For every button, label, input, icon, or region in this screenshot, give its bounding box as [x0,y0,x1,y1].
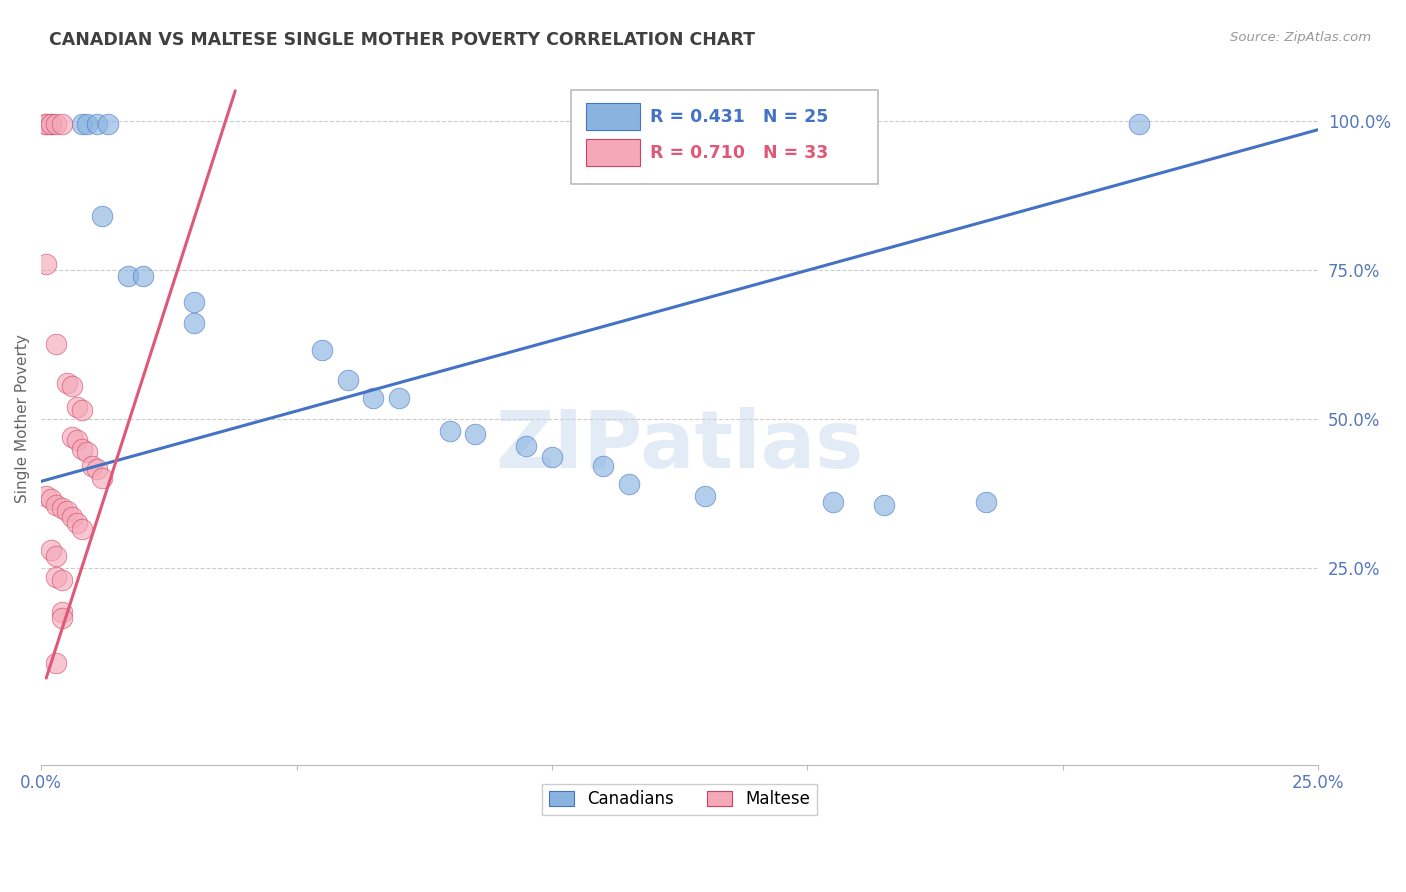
Point [45,337,67,351]
Point [45,570,67,584]
Point [41,117,63,131]
Point [91,471,114,485]
Point [117,268,139,283]
Text: R = 0.710   N = 33: R = 0.710 N = 33 [651,144,828,161]
Point [873,498,896,512]
Point [70,442,93,456]
Point [35,117,58,131]
Point [388,391,411,405]
Point [51,606,73,620]
Point [86,117,108,131]
Text: R = 0.431   N = 25: R = 0.431 N = 25 [651,108,828,126]
Point [821,495,844,509]
Point [76,444,98,458]
Point [96,117,118,131]
Point [35,489,58,503]
Legend: Canadians, Maltese: Canadians, Maltese [543,784,817,815]
Point [55,376,77,390]
Point [41,492,63,507]
Point [41,117,63,131]
Point [541,450,564,465]
Point [66,433,89,447]
Point [1128,117,1150,131]
Point [35,117,58,131]
Point [70,402,93,417]
Point [311,343,333,358]
Point [60,429,83,443]
Point [45,117,67,131]
Point [183,317,205,331]
Text: ZIPatlas: ZIPatlas [495,408,863,485]
Point [51,611,73,625]
Point [86,462,108,476]
Y-axis label: Single Mother Poverty: Single Mother Poverty [15,334,30,503]
Point [66,516,89,530]
Point [45,498,67,512]
Point [55,504,77,518]
Point [974,495,997,509]
Point [51,573,73,587]
Point [70,522,93,536]
Point [91,209,114,223]
Point [45,549,67,563]
Point [695,489,717,503]
Point [45,656,67,670]
Point [70,117,93,131]
Point [51,117,73,131]
FancyBboxPatch shape [586,103,640,129]
Point [76,117,98,131]
Point [592,459,614,474]
Point [361,391,384,405]
Point [464,426,486,441]
Point [41,542,63,557]
Point [336,373,359,387]
Point [183,295,205,310]
Point [82,459,104,474]
Point [439,424,461,438]
Text: CANADIAN VS MALTESE SINGLE MOTHER POVERTY CORRELATION CHART: CANADIAN VS MALTESE SINGLE MOTHER POVERT… [49,31,755,49]
FancyBboxPatch shape [571,90,877,184]
Text: Source: ZipAtlas.com: Source: ZipAtlas.com [1230,31,1371,45]
Point [35,257,58,271]
Point [132,268,155,283]
Point [617,477,640,491]
Point [51,501,73,516]
Point [60,379,83,393]
Point [66,400,89,414]
FancyBboxPatch shape [586,139,640,166]
Point [515,439,537,453]
Point [60,510,83,524]
